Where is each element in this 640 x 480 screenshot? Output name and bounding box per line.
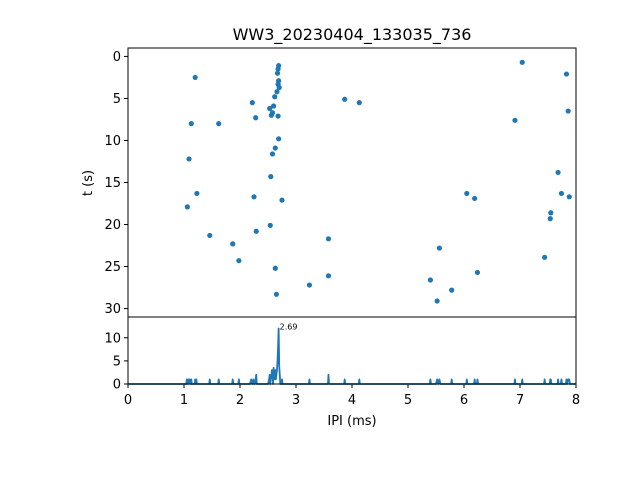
scatter-point: [519, 59, 525, 65]
y-axis-title: t (s): [81, 170, 96, 196]
y-tick-label: 20: [104, 218, 121, 233]
scatter-point: [512, 117, 518, 123]
x-tick-label: 8: [572, 393, 580, 408]
scatter-point: [251, 194, 257, 200]
scatter-point: [186, 156, 192, 162]
scatter-point: [268, 174, 274, 180]
scatter-point: [276, 136, 282, 142]
y-tick-label: 10: [104, 134, 121, 149]
scatter-point: [249, 100, 255, 106]
x-tick-label: 6: [460, 393, 468, 408]
scatter-point: [184, 204, 190, 210]
scatter-point: [464, 190, 470, 197]
scatter-point: [216, 121, 222, 127]
peak-annotation: 2.69: [280, 323, 298, 332]
y-tick-label: 0: [113, 50, 121, 65]
x-tick-label: 3: [292, 393, 300, 408]
scatter-point: [342, 96, 348, 102]
scatter-point: [272, 145, 278, 151]
scatter-point: [267, 105, 273, 112]
scatter-point: [274, 89, 280, 95]
histogram-frame: [127, 316, 577, 385]
x-tick-label: 1: [180, 393, 188, 408]
y-tick-label: 10: [104, 331, 121, 346]
scatter-point: [325, 273, 332, 279]
scatter-point: [474, 269, 481, 276]
scatter-point: [276, 84, 282, 91]
scatter-point: [269, 151, 276, 157]
y-tick-label: 5: [113, 92, 121, 107]
scatter-point: [449, 287, 455, 293]
scatter-point: [275, 66, 281, 72]
scatter-point: [230, 241, 236, 247]
x-tick-label: 2: [236, 393, 244, 408]
scatter-point: [279, 197, 285, 203]
x-tick-label: 0: [124, 393, 132, 408]
scatter-point: [271, 103, 277, 109]
scatter-point: [436, 245, 442, 251]
scatter-point: [275, 113, 281, 119]
scatter-point: [306, 282, 313, 288]
scatter-point: [267, 222, 273, 228]
scatter-point: [188, 121, 194, 127]
scatter-point: [555, 169, 561, 176]
scatter-points: [184, 59, 572, 304]
scatter-point: [273, 291, 279, 297]
histogram-axes: 0 5 10 0 1 2 3 4 5 6 7 8 2.69 IPI (ms): [104, 316, 580, 429]
x-tick-label: 7: [516, 393, 524, 408]
y-tick-label: 0: [113, 378, 121, 393]
scatter-point: [548, 210, 554, 216]
x-tick-label: 4: [348, 393, 356, 408]
scatter-point: [253, 228, 259, 234]
scatter-point: [566, 194, 572, 200]
histogram-y-ticks: 0 5 10: [104, 331, 128, 393]
scatter-point: [427, 277, 433, 283]
chart-title: WW3_20230404_133035_736: [233, 25, 472, 45]
x-axis-title: IPI (ms): [327, 414, 376, 429]
scatter-point: [472, 195, 478, 202]
scatter-point: [547, 216, 553, 222]
scatter-point: [563, 71, 570, 77]
scatter-point: [272, 265, 278, 271]
scatter-point: [192, 74, 198, 81]
scatter-point: [325, 236, 332, 242]
scatter-point: [542, 254, 548, 260]
y-tick-label: 15: [104, 176, 121, 191]
y-tick-label: 25: [104, 260, 121, 275]
scatter-point: [207, 232, 213, 239]
scatter-point: [565, 108, 571, 114]
scatter-point: [236, 258, 242, 264]
scatter-point: [356, 100, 362, 106]
scatter-point: [558, 190, 565, 197]
y-tick-label: 5: [113, 354, 121, 369]
scatter-point: [272, 94, 278, 100]
scatter-point: [253, 115, 259, 121]
scatter-y-ticks: 0 5 10 15 20 25 30: [104, 50, 128, 317]
scatter-point: [434, 298, 440, 304]
scatter-point: [194, 190, 200, 197]
x-tick-label: 5: [404, 393, 412, 408]
y-tick-label: 30: [104, 302, 121, 317]
scatter-point: [274, 70, 281, 76]
scatter-point: [268, 112, 274, 118]
